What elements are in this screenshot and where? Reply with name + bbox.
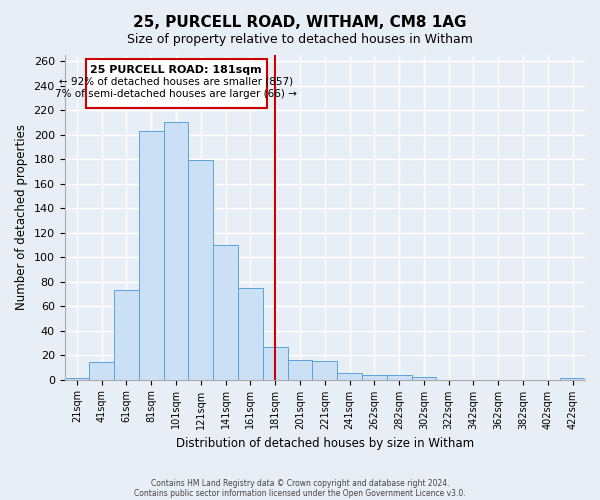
Text: Contains HM Land Registry data © Crown copyright and database right 2024.: Contains HM Land Registry data © Crown c…: [151, 478, 449, 488]
Bar: [213, 245, 238, 380]
Text: Size of property relative to detached houses in Witham: Size of property relative to detached ho…: [127, 32, 473, 46]
Bar: [65, 378, 89, 380]
Y-axis label: Number of detached properties: Number of detached properties: [15, 124, 28, 310]
Bar: [313, 361, 337, 380]
Text: ← 92% of detached houses are smaller (857): ← 92% of detached houses are smaller (85…: [59, 77, 293, 87]
Bar: [89, 362, 114, 380]
Bar: [337, 374, 362, 380]
Bar: [560, 378, 585, 380]
Bar: [263, 346, 287, 380]
Bar: [362, 374, 387, 380]
Bar: [114, 290, 139, 380]
Text: 7% of semi-detached houses are larger (66) →: 7% of semi-detached houses are larger (6…: [55, 89, 297, 99]
FancyBboxPatch shape: [86, 58, 266, 108]
Bar: [387, 374, 412, 380]
Bar: [238, 288, 263, 380]
Text: 25, PURCELL ROAD, WITHAM, CM8 1AG: 25, PURCELL ROAD, WITHAM, CM8 1AG: [133, 15, 467, 30]
Bar: [412, 377, 436, 380]
Bar: [188, 160, 213, 380]
X-axis label: Distribution of detached houses by size in Witham: Distribution of detached houses by size …: [176, 437, 474, 450]
Bar: [139, 131, 164, 380]
Text: 25 PURCELL ROAD: 181sqm: 25 PURCELL ROAD: 181sqm: [90, 64, 262, 74]
Text: Contains public sector information licensed under the Open Government Licence v3: Contains public sector information licen…: [134, 488, 466, 498]
Bar: [164, 122, 188, 380]
Bar: [287, 360, 313, 380]
